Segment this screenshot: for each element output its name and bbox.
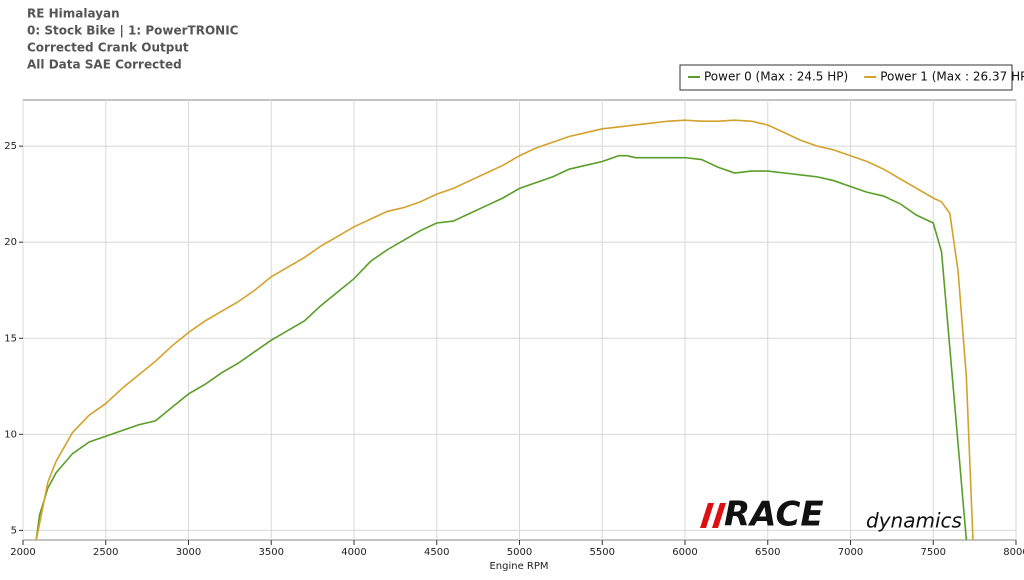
y-tick-label: 25 bbox=[4, 141, 17, 152]
x-tick-label: 5000 bbox=[507, 547, 532, 558]
logo: RACE dynamics bbox=[700, 495, 962, 535]
logo-brand: RACE bbox=[724, 495, 824, 535]
header-line: 0: Stock Bike | 1: PowerTRONIC bbox=[27, 24, 239, 38]
y-tick-label: 20 bbox=[4, 237, 17, 248]
x-tick-label: 4000 bbox=[341, 547, 366, 558]
x-tick-label: 4500 bbox=[424, 547, 449, 558]
x-tick-label: 2000 bbox=[10, 547, 35, 558]
x-axis-label: Engine RPM bbox=[489, 561, 548, 572]
y-tick-label: 10 bbox=[4, 429, 17, 440]
x-tick-label: 3000 bbox=[176, 547, 201, 558]
legend-label: Power 0 (Max : 24.5 HP) bbox=[704, 70, 848, 84]
x-tick-label: 7000 bbox=[838, 547, 863, 558]
x-tick-label: 6500 bbox=[755, 547, 780, 558]
x-tick-label: 3500 bbox=[259, 547, 284, 558]
logo-stripe bbox=[700, 503, 714, 528]
y-tick-label: 15 bbox=[4, 333, 17, 344]
x-tick-label: 7500 bbox=[921, 547, 946, 558]
header-line: Corrected Crank Output bbox=[27, 41, 189, 55]
header-line: RE Himalayan bbox=[27, 7, 120, 21]
x-tick-label: 6000 bbox=[672, 547, 697, 558]
logo-suffix: dynamics bbox=[866, 509, 962, 533]
x-tick-label: 8000 bbox=[1003, 547, 1024, 558]
legend-label: Power 1 (Max : 26.37 HP) bbox=[880, 70, 1024, 84]
x-tick-label: 2500 bbox=[93, 547, 118, 558]
y-tick-label: 5 bbox=[11, 525, 17, 536]
series-line bbox=[35, 119, 974, 540]
series-line bbox=[35, 154, 968, 540]
legend bbox=[679, 64, 1013, 91]
header-line: All Data SAE Corrected bbox=[27, 58, 182, 72]
x-tick-label: 5500 bbox=[590, 547, 615, 558]
logo-stripe bbox=[712, 503, 726, 528]
